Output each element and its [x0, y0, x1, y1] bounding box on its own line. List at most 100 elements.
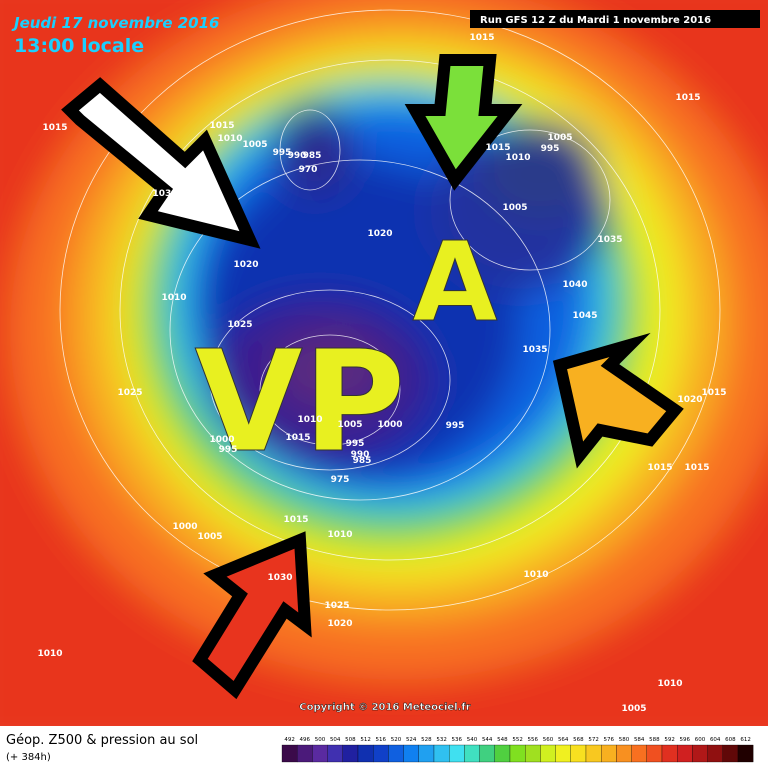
isobar-label: 1030 [152, 189, 177, 199]
copyright: Copyright © 2016 Meteociel.fr [299, 702, 470, 713]
legend-label: 528 [421, 737, 432, 743]
legend-swatch [570, 744, 587, 763]
legend-swatch [555, 744, 571, 763]
isobar-label: 1015 [283, 515, 308, 525]
legend-swatch [722, 744, 739, 763]
legend-label: 548 [497, 737, 508, 743]
legend-swatch [737, 744, 754, 763]
legend-label: 584 [634, 737, 645, 743]
isobar-label: 1005 [242, 140, 267, 150]
isobar-label: 995 [219, 445, 238, 455]
isobar-label: 995 [541, 144, 560, 154]
legend-label: 532 [436, 737, 447, 743]
isobar-label: 1040 [562, 280, 587, 290]
legend-swatch [449, 744, 465, 763]
isobar-label: 1015 [485, 143, 510, 153]
legend-swatch [661, 744, 678, 763]
isobar-label: 1015 [42, 123, 67, 133]
isobar-label: 1035 [597, 235, 622, 245]
legend-label: 512 [360, 737, 371, 743]
date: Jeudi 17 novembre 2016 [11, 14, 219, 32]
legend-swatch [464, 744, 480, 763]
isobar-label: 1015 [647, 463, 672, 473]
legend-label: 496 [300, 737, 311, 743]
legend-swatch [433, 744, 450, 763]
legend-swatch [327, 744, 343, 763]
isobar-label: 1010 [657, 679, 682, 689]
legend-label: 524 [406, 737, 417, 743]
legend-swatch [631, 744, 647, 763]
run: Run GFS 12 Z du Mardi 1 novembre 2016 [480, 15, 711, 26]
isobar-label: 1015 [209, 121, 234, 131]
legend-swatch [418, 744, 435, 763]
legend-swatch [479, 744, 495, 763]
isobar-label: 1025 [227, 320, 252, 330]
legend-label: 576 [604, 737, 615, 743]
time: 13:00 locale [14, 35, 144, 57]
legend-swatch [373, 744, 389, 763]
isobar-label: 1045 [572, 311, 597, 321]
legend-swatch [297, 744, 313, 763]
isobar-label: 1025 [324, 601, 349, 611]
legend-swatch [601, 744, 617, 763]
isobar-label: 1010 [161, 293, 186, 303]
high-label: A [412, 218, 497, 346]
legend-swatch [677, 744, 693, 763]
legend-label: 504 [330, 737, 341, 743]
isobar-label: 1005 [502, 203, 527, 213]
footer-title: Géop. Z500 & pression au sol [6, 733, 198, 748]
legend-label: 592 [664, 737, 675, 743]
legend-label: 508 [345, 737, 356, 743]
isobar-label: 1000 [377, 420, 402, 430]
legend-label: 520 [391, 737, 402, 743]
legend-swatch [525, 744, 541, 763]
footer-lead: (+ 384h) [6, 752, 51, 763]
isobar-label: 990 [288, 151, 307, 161]
legend-label: 580 [619, 737, 630, 743]
legend-label: 500 [315, 737, 326, 743]
isobar-label: 1020 [327, 619, 352, 629]
legend-label: 612 [740, 737, 751, 743]
isobar-label: 1015 [684, 463, 709, 473]
isobar-label: 1005 [621, 704, 646, 714]
isobar-label: 1020 [677, 395, 702, 405]
isobar-label: 985 [303, 151, 322, 161]
legend-label: 552 [512, 737, 523, 743]
legend-label: 540 [467, 737, 478, 743]
isobar-label: 1005 [337, 420, 362, 430]
isobar-label: 1015 [701, 388, 726, 398]
legend-swatch [281, 744, 298, 763]
isobar-label: 995 [346, 439, 365, 449]
isobar-label: 1035 [522, 345, 547, 355]
low-label: VP [195, 321, 406, 484]
isobar-label: 1010 [505, 153, 530, 163]
legend: 492 496 500 504 508 512 516 520 524 528 532 536 540 5… [281, 737, 754, 763]
isobar-label: 975 [331, 475, 350, 485]
legend-label: 588 [649, 737, 660, 743]
legend-label: 556 [528, 737, 539, 743]
legend-swatch [494, 744, 511, 763]
isobar-label: 1005 [547, 133, 572, 143]
legend-label: 560 [543, 737, 554, 743]
legend-label: 544 [482, 737, 493, 743]
legend-swatch [707, 744, 723, 763]
isobar-label: 1000 [172, 522, 197, 532]
legend-swatch [646, 744, 663, 763]
legend-label: 596 [680, 737, 691, 743]
isobar-label: 1015 [285, 433, 310, 443]
legend-swatch [616, 744, 632, 763]
legend-label: 492 [284, 737, 295, 743]
isobar-label: 995 [273, 148, 292, 158]
isobar-label: 1015 [469, 33, 494, 43]
isobar-label: 985 [353, 456, 372, 466]
legend-swatch [388, 744, 404, 763]
isobar-label: 1025 [117, 388, 142, 398]
legend-swatch [509, 744, 526, 763]
isobar-label: 1030 [267, 573, 292, 583]
isobar-label: 1000 [209, 435, 234, 445]
isobar-label: 1015 [675, 93, 700, 103]
isobar-label: 970 [299, 165, 318, 175]
legend-swatch [540, 744, 556, 763]
